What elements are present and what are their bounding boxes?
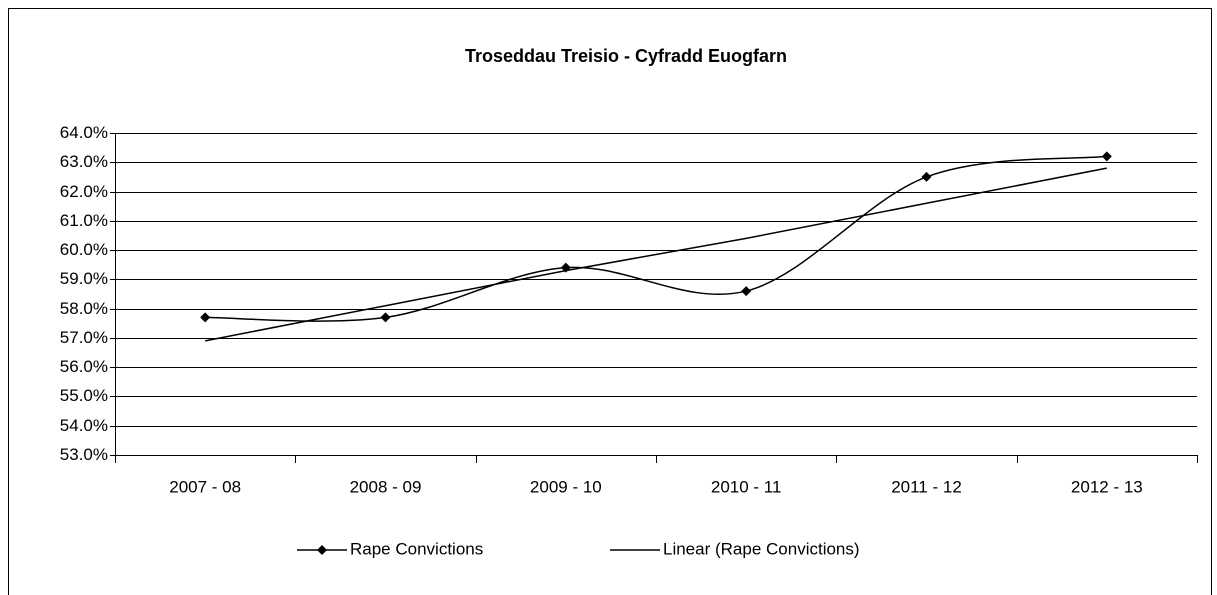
y-tick-label: 61.0% [60, 211, 108, 230]
legend-label: Rape Convictions [350, 539, 483, 558]
y-tick-label: 53.0% [60, 445, 108, 464]
marker [200, 312, 211, 323]
x-tick-label: 2009 - 10 [530, 477, 602, 496]
y-tick-label: 56.0% [60, 357, 108, 376]
y-tick-label: 60.0% [60, 240, 108, 259]
x-tick-label: 2007 - 08 [169, 477, 241, 496]
x-tick-label: 2012 - 13 [1071, 477, 1143, 496]
chart-title: Troseddau Treisio - Cyfradd Euogfarn [465, 46, 787, 66]
series-line [205, 155, 1107, 322]
marker [741, 286, 752, 297]
y-tick-label: 64.0% [60, 123, 108, 142]
y-tick-label: 62.0% [60, 182, 108, 201]
x-tick-label: 2008 - 09 [350, 477, 422, 496]
marker [921, 171, 932, 182]
legend-marker [317, 545, 327, 555]
chart-border [8, 8, 1212, 595]
y-tick-label: 58.0% [60, 299, 108, 318]
y-tick-label: 55.0% [60, 386, 108, 405]
marker [380, 312, 391, 323]
x-tick-label: 2011 - 12 [891, 477, 962, 496]
legend-label: Linear (Rape Convictions) [663, 539, 860, 558]
marker [1101, 151, 1112, 162]
y-tick-label: 57.0% [60, 328, 108, 347]
y-tick-label: 59.0% [60, 269, 108, 288]
series-line [205, 167, 1107, 342]
x-tick-label: 2010 - 11 [711, 477, 782, 496]
y-tick-label: 63.0% [60, 152, 108, 171]
y-tick-label: 54.0% [60, 416, 108, 435]
